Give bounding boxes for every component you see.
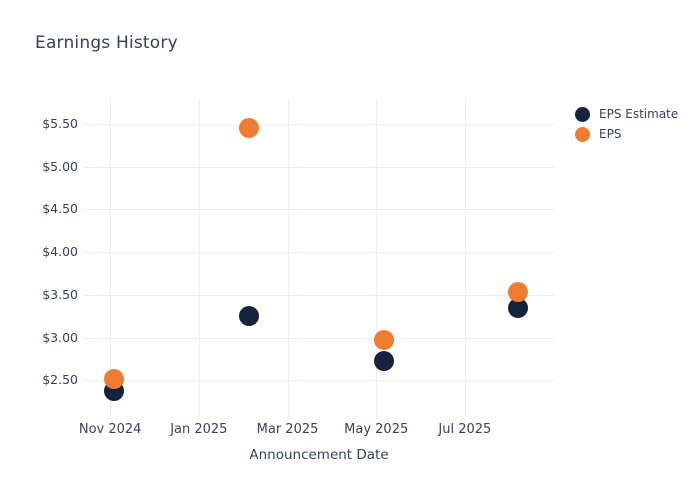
x-tick-label: Mar 2025: [256, 422, 319, 437]
data-point-eps-3[interactable]: [507, 282, 528, 303]
y-tick-label: $2.50: [42, 372, 78, 388]
gridline-x-jan-2025: [198, 99, 200, 417]
gridline-y-5: [84, 166, 554, 168]
y-tick-label: $5.00: [42, 158, 78, 174]
x-tick-label: Nov 2024: [78, 422, 142, 437]
gridline-y-4: [84, 252, 554, 254]
data-point-eps-0[interactable]: [104, 369, 125, 390]
y-tick-label: $5.50: [42, 115, 78, 131]
gridline-y-4.5: [84, 209, 554, 211]
data-point-eps-2[interactable]: [373, 330, 394, 351]
gridline-x-mar-2025: [287, 99, 289, 417]
legend-label-eps-estimate: EPS Estimate: [599, 107, 679, 121]
y-tick-label: $3.50: [42, 286, 78, 302]
gridline-y-3: [84, 337, 554, 339]
eps-estimate-swatch-icon: [575, 106, 590, 122]
legend-item-eps[interactable]: EPS: [575, 124, 678, 144]
x-tick-label: Jul 2025: [438, 422, 492, 437]
gridline-x-may-2025: [376, 99, 378, 417]
legend: EPS Estimate EPS: [575, 104, 678, 144]
y-tick-label: $4.50: [42, 201, 78, 217]
gridline-y-5.5: [84, 123, 554, 125]
gridline-y-2.5: [84, 380, 554, 382]
chart-title: Earnings History: [35, 33, 178, 53]
x-tick-label: Jan 2025: [170, 422, 228, 437]
gridline-x-nov-2024: [110, 99, 112, 417]
data-point-eps-estimate-2[interactable]: [373, 351, 394, 372]
gridline-y-3.5: [84, 294, 554, 296]
x-axis-title: Announcement Date: [249, 447, 389, 463]
gridline-x-jul-2025: [464, 99, 466, 417]
x-tick-label: May 2025: [344, 422, 409, 437]
data-point-eps-estimate-3[interactable]: [507, 298, 528, 319]
eps-swatch-icon: [575, 126, 590, 142]
legend-label-eps: EPS: [599, 127, 622, 141]
data-point-eps-1[interactable]: [238, 118, 259, 139]
y-tick-label: $3.00: [42, 329, 78, 345]
data-point-eps-estimate-1[interactable]: [238, 306, 259, 327]
y-tick-label: $4.00: [42, 244, 78, 260]
plot-area: [84, 99, 554, 417]
legend-item-eps-estimate[interactable]: EPS Estimate: [575, 104, 678, 124]
